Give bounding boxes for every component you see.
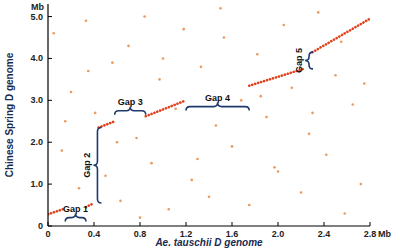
noise-dot	[158, 78, 161, 81]
noise-dot	[215, 124, 218, 127]
x-tick-label: 0	[45, 229, 50, 239]
x-tick-label: 2.0	[272, 229, 285, 239]
y-tick	[48, 184, 52, 185]
x-tick	[186, 222, 187, 226]
noise-dot	[273, 166, 276, 169]
noise-dot	[308, 133, 311, 136]
noise-dot	[87, 70, 90, 73]
noise-dot	[143, 15, 146, 18]
x-tick-label: 0.4	[88, 229, 101, 239]
y-axis-label: Chinese Spring D genome	[4, 52, 15, 177]
noise-dot	[104, 174, 107, 177]
y-unit: Mb	[31, 2, 44, 12]
x-tick	[370, 222, 371, 226]
noise-dot	[300, 191, 303, 194]
noise-dot	[190, 179, 193, 182]
noise-dot	[70, 91, 73, 94]
noise-dot	[223, 36, 226, 39]
noise-dot	[167, 208, 170, 211]
x-tick	[140, 222, 141, 226]
y-tick-label: 4.0	[30, 53, 43, 63]
y-tick	[48, 58, 52, 59]
x-tick	[232, 222, 233, 226]
noise-dot	[135, 137, 138, 140]
gap-label: Gap 3	[118, 97, 143, 107]
noise-dot	[182, 28, 185, 31]
gap-brace	[186, 103, 249, 111]
y-tick	[48, 142, 52, 143]
x-axis-label: Ae. tauschii D genome	[154, 237, 263, 248]
noise-dot	[52, 32, 55, 35]
alignment-line	[48, 19, 370, 215]
noise-dot	[340, 40, 343, 43]
noise-dot	[256, 53, 259, 56]
gap-label: Gap 4	[205, 93, 230, 103]
noise-dot	[325, 153, 328, 156]
noise-dot	[291, 86, 294, 89]
y-tick-label: 2.0	[30, 137, 43, 147]
y-tick	[48, 226, 52, 227]
gap-brace	[305, 52, 313, 69]
noise-dot	[277, 170, 280, 173]
noise-dot	[265, 116, 268, 119]
noise-dot	[231, 145, 234, 148]
noise-dot	[119, 200, 122, 203]
noise-dot	[334, 74, 337, 77]
noise-dot	[317, 11, 320, 14]
noise-dot	[78, 187, 81, 190]
x-tick	[324, 222, 325, 226]
gap-label: Gap 5	[294, 48, 304, 73]
noise-dot	[311, 112, 314, 115]
noise-dot	[248, 204, 251, 207]
x-tick	[48, 222, 49, 226]
noise-dot	[259, 95, 262, 98]
noise-dot	[139, 216, 142, 219]
chart: 00.40.81.21.62.02.42.801.02.03.04.05.0Ae…	[0, 0, 400, 248]
x-unit: Mb	[378, 229, 391, 239]
noise-dot	[94, 112, 97, 115]
noise-dot	[196, 158, 199, 161]
noise-dot	[351, 103, 354, 106]
gap-label: Gap 1	[63, 204, 88, 214]
y-tick	[48, 16, 52, 17]
noise-dot	[162, 57, 165, 60]
gap-brace	[65, 214, 86, 222]
noise-dot	[174, 107, 177, 110]
noise-dot	[111, 61, 114, 64]
x-tick-label: 2.4	[318, 229, 331, 239]
noise-dot	[127, 45, 130, 48]
noise-dot	[64, 120, 67, 123]
gap-label: Gap 2	[82, 153, 92, 178]
y-tick-label: 3.0	[30, 95, 43, 105]
y-tick	[48, 100, 52, 101]
noise-dot	[360, 183, 363, 186]
noise-dot	[61, 149, 64, 152]
y-tick-label: 5.0	[30, 12, 43, 22]
noise-dot	[200, 66, 203, 69]
x-tick	[94, 222, 95, 226]
noise-dot	[150, 162, 153, 165]
y-tick-label: 1.0	[30, 179, 43, 189]
noise-dot	[343, 212, 346, 215]
gap-brace	[115, 107, 146, 115]
noise-dot	[85, 19, 88, 22]
noise-dot	[116, 141, 119, 144]
gap-brace	[93, 128, 101, 203]
noise-dot	[363, 82, 366, 85]
y-tick-label: 0	[38, 221, 43, 231]
noise-dot	[240, 99, 243, 102]
noise-dot	[208, 195, 211, 198]
plot-area	[48, 7, 370, 219]
x-tick-label: 0.8	[134, 229, 147, 239]
x-tick-label: 2.8	[364, 229, 377, 239]
x-axis	[48, 225, 370, 226]
y-axis	[47, 4, 48, 226]
x-tick	[278, 222, 279, 226]
noise-dot	[282, 24, 285, 27]
noise-dot	[219, 7, 222, 10]
